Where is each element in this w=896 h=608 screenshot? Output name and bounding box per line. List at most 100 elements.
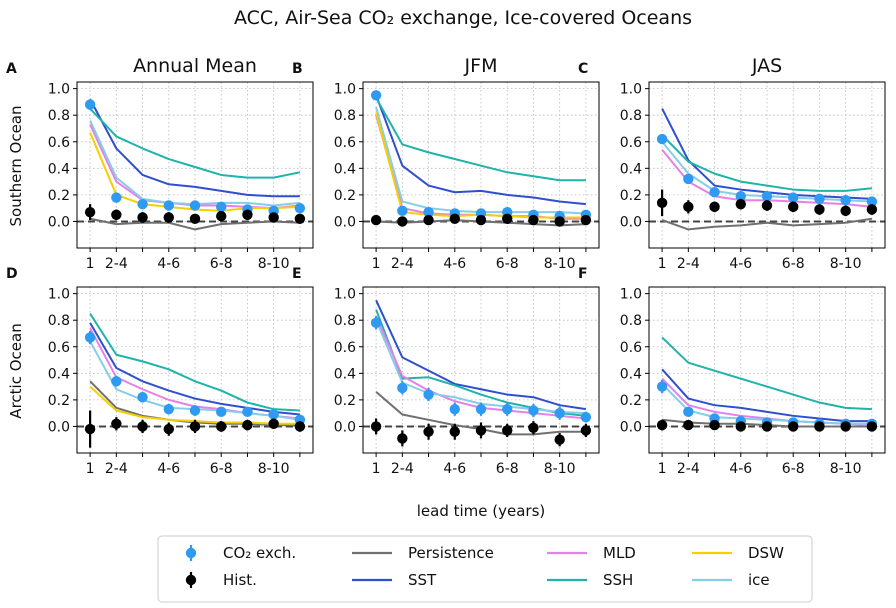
legend-label: MLD (603, 544, 636, 562)
point-co2 (761, 191, 773, 202)
point-co2 (475, 403, 487, 415)
legend-label: SST (408, 571, 437, 589)
legend-label: Hist. (223, 571, 257, 589)
point-hist (242, 419, 253, 431)
point-hist (656, 197, 668, 209)
point-hist (580, 214, 592, 226)
y-tick-label: 1.0 (48, 82, 70, 98)
point-co2 (216, 406, 227, 418)
point-co2 (866, 196, 878, 207)
point-hist (294, 421, 306, 432)
x-tick-label: 8-10 (830, 256, 862, 272)
point-hist (840, 421, 851, 432)
legend-item-co2: CO₂ exch. (185, 544, 296, 562)
panels: 0.00.20.40.60.81.01 2-4 4-6 6-8 8-10A0.00.20… (6, 61, 886, 477)
point-co2 (656, 133, 668, 145)
x-tick-label: 4-6 (443, 461, 466, 477)
point-co2 (268, 409, 279, 420)
point-co2 (683, 406, 694, 418)
point-hist (449, 213, 460, 224)
x-tick-label: 1 (658, 256, 667, 272)
row-label-arctic-ocean: Arctic Ocean (7, 323, 25, 418)
legend-swatch-point (185, 547, 197, 559)
y-tick-label: 0.4 (334, 366, 356, 382)
y-tick-label: 0.0 (334, 214, 356, 230)
series-line-sst (661, 368, 872, 423)
point-co2 (449, 403, 460, 415)
point-hist (814, 204, 825, 215)
x-tick-label: 1 (372, 461, 381, 477)
point-hist (423, 426, 434, 437)
point-co2 (656, 381, 668, 392)
point-co2 (709, 187, 720, 198)
point-hist (735, 198, 746, 210)
y-tick-label: 1.0 (48, 287, 70, 303)
y-tick-label: 0.8 (620, 313, 642, 329)
x-tick-label: 4-6 (157, 256, 180, 272)
point-hist (84, 206, 96, 218)
point-co2 (163, 200, 174, 211)
point-hist (189, 213, 201, 224)
point-co2 (423, 389, 434, 400)
point-hist (735, 421, 746, 432)
point-hist (554, 216, 565, 227)
x-tick-label: 6-8 (210, 256, 233, 272)
panel-letter: A (6, 61, 17, 77)
legend-label: CO₂ exch. (223, 544, 296, 562)
x-tick-label: 6-8 (782, 461, 805, 477)
x-tick-label: 8-10 (258, 461, 290, 477)
point-hist (216, 210, 227, 222)
point-hist (137, 421, 148, 432)
point-hist (268, 418, 279, 429)
point-hist (683, 419, 694, 431)
series-line-ssh (375, 97, 586, 182)
point-hist (554, 434, 565, 445)
point-co2 (423, 206, 434, 218)
point-co2 (788, 192, 799, 203)
legend-item-persistence: Persistence (352, 544, 494, 562)
point-hist (528, 422, 539, 433)
point-co2 (111, 192, 122, 203)
point-hist (866, 204, 878, 215)
legend-item-ice: ice (692, 571, 770, 589)
point-hist (163, 212, 174, 223)
point-co2 (189, 405, 201, 416)
point-hist (111, 209, 122, 220)
point-co2 (216, 201, 227, 213)
y-tick-label: 0.6 (48, 340, 70, 356)
panel-A: 0.0 0.2 0.4 0.6 0.8 1.0 1 2-4 4-6 6-8 8-10 A (6, 61, 314, 272)
point-hist (683, 201, 694, 213)
point-hist (370, 214, 382, 226)
x-tick-label: 8-10 (544, 256, 576, 272)
point-co2 (397, 205, 408, 217)
panel-C: 0.0 0.2 0.4 0.6 0.8 1.0 1 2-4 4-6 6-8 8-10 C (578, 61, 886, 272)
xaxis-label: lead time (years) (417, 502, 546, 520)
point-co2 (111, 376, 122, 387)
x-tick-label: 1 (372, 256, 381, 272)
point-co2 (137, 198, 148, 210)
col-title-annual-mean: Annual Mean (133, 55, 257, 77)
point-co2 (189, 200, 201, 211)
point-co2 (735, 191, 746, 202)
point-co2 (502, 403, 513, 415)
x-tick-label: 8-10 (544, 461, 576, 477)
panel-F: 0.0 0.2 0.4 0.6 0.8 1.0 1 2-4 4-6 6-8 8-10 F (578, 266, 886, 477)
y-tick-label: 1.0 (334, 82, 356, 98)
y-tick-label: 0.8 (620, 108, 642, 124)
x-tick-label: 6-8 (496, 461, 519, 477)
point-co2 (137, 392, 148, 403)
y-tick-label: 0.2 (334, 188, 356, 204)
point-hist (216, 421, 227, 432)
point-co2 (397, 382, 408, 394)
point-co2 (242, 406, 253, 418)
point-co2 (554, 407, 565, 419)
series-line-sst (375, 299, 587, 411)
x-tick-label: 8-10 (258, 256, 290, 272)
point-co2 (580, 411, 592, 423)
point-hist (656, 419, 668, 431)
point-co2 (683, 173, 694, 185)
point-co2 (840, 194, 851, 206)
y-tick-label: 0.0 (620, 419, 642, 435)
series-line-ssh (89, 313, 300, 412)
point-hist (449, 426, 460, 437)
